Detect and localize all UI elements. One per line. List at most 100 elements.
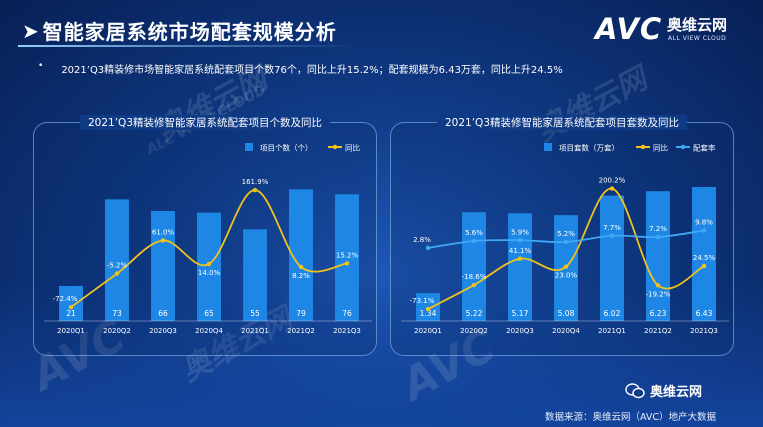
series-point-1 — [701, 228, 707, 233]
legend-marker-1 — [332, 144, 338, 150]
x-tick-label: 2020Q4 — [552, 327, 580, 335]
series-point-1 — [517, 238, 523, 243]
bar-value-label: 1.34 — [420, 309, 437, 318]
bar-value-label: 79 — [296, 309, 306, 318]
bar-value-label: 6.43 — [696, 309, 713, 318]
bar-value-label: 5.22 — [466, 309, 483, 318]
legend-label-0: 项目个数（个） — [260, 143, 313, 153]
bar-value-label: 6.02 — [604, 309, 621, 318]
x-tick-label: 2021Q2 — [287, 327, 315, 335]
series-value-label: -19.2% — [646, 290, 671, 298]
series-point-0 — [425, 306, 431, 312]
series-value-label: 161.9% — [242, 178, 269, 186]
chart-title-projects: 2021’Q3精装修智能家居系统配套项目个数及同比 — [79, 115, 331, 130]
chart-projects: 项目个数（个） 同比 21 73 66 65 55 79 76 2020Q1 2020Q2 2020Q… — [44, 143, 372, 335]
series-point-0 — [655, 283, 661, 288]
series-value-label: -73.1% — [410, 297, 435, 305]
bar-value-label: 5.08 — [558, 309, 575, 318]
bar-2021Q2 — [289, 189, 313, 321]
chart-panel-projects: 2021’Q3精装修智能家居系统配套项目个数及同比 项目个数（个） 同比 21 73 6… — [33, 115, 377, 356]
bar-2020Q1 — [59, 286, 83, 321]
series-point-0 — [344, 261, 350, 266]
bar-2020Q4 — [197, 212, 221, 321]
series-value-label: 5.9% — [511, 228, 529, 236]
series-point-1 — [655, 234, 661, 240]
bar-2021Q3 — [335, 194, 359, 321]
summary-bullet: • 2021’Q3精装修市场智能家居系统配套项目个数76个，同比上升15.2%；… — [38, 61, 563, 76]
series-value-label: -18.6% — [462, 273, 487, 281]
bar-2021Q1 — [243, 229, 267, 321]
x-tick-label: 2020Q2 — [460, 327, 488, 335]
x-tick-label: 2021Q2 — [644, 327, 672, 335]
series-point-0 — [701, 263, 707, 269]
bar-value-label: 5.17 — [512, 309, 529, 318]
legend-marker-2 — [680, 144, 686, 150]
series-value-label: 24.5% — [693, 254, 716, 262]
series-point-0 — [609, 186, 615, 191]
series-point-0 — [68, 305, 74, 310]
bar-2020Q3 — [151, 211, 175, 321]
x-tick-label: 2020Q3 — [506, 327, 534, 335]
series-point-0 — [160, 238, 166, 243]
bar-value-label: 65 — [204, 309, 214, 318]
bar-value-label: 21 — [66, 309, 76, 318]
bar-2020Q2 — [105, 199, 129, 321]
chart-title-units: 2021’Q3精装修智能家居系统配套项目套数及同比 — [436, 115, 688, 130]
x-tick-label: 2021Q1 — [598, 327, 626, 335]
title-underline — [18, 45, 358, 47]
legend-label-1: 同比 — [345, 143, 360, 153]
series-point-0 — [471, 282, 477, 288]
series-point-0 — [298, 264, 304, 270]
legend-label-0: 项目套数（万套） — [559, 143, 619, 153]
x-tick-label: 2020Q1 — [414, 327, 442, 335]
series-value-label: 15.2% — [336, 251, 359, 259]
series-value-label: 200.2% — [599, 177, 626, 185]
bar-value-label: 76 — [342, 309, 352, 318]
series-value-label: 61.0% — [152, 229, 175, 237]
series-value-label: 7.7% — [603, 224, 621, 232]
bar-value-label: 73 — [112, 309, 122, 318]
series-value-label: 5.2% — [557, 230, 575, 238]
legend-swatch-0 — [245, 143, 253, 151]
series-point-1 — [471, 238, 477, 244]
data-source: 数据来源：奥维云网（AVC）地产大数据 — [545, 412, 717, 423]
x-tick-label: 2020Q4 — [195, 327, 223, 335]
bar-value-label: 66 — [158, 309, 168, 318]
bullet-icon: • — [38, 61, 44, 71]
x-tick-label: 2020Q1 — [57, 327, 85, 335]
series-point-1 — [563, 239, 569, 245]
series-value-label: 23.0% — [555, 272, 578, 280]
series-point-0 — [252, 187, 258, 193]
x-tick-label: 2021Q3 — [690, 327, 718, 335]
logo-en-text: ALL VIEW CLOUD — [668, 35, 727, 42]
bar-2020Q2 — [462, 212, 486, 321]
x-tick-label: 2020Q2 — [103, 327, 131, 335]
chart-panel-units: 2021’Q3精装修智能家居系统配套项目套数及同比 项目套数（万套） 同比 配套率 1… — [390, 115, 734, 356]
series-value-label: 41.1% — [509, 247, 532, 255]
x-tick-label: 2021Q3 — [333, 327, 361, 335]
legend-marker-1 — [640, 144, 646, 150]
series-value-label: 2.8% — [413, 236, 431, 244]
series-value-label: -72.4% — [53, 295, 78, 303]
series-point-0 — [563, 264, 569, 269]
series-point-1 — [425, 245, 431, 251]
summary-text: 2021’Q3精装修市场智能家居系统配套项目个数76个，同比上升15.2%；配套… — [61, 65, 563, 76]
series-value-label: 8.2% — [292, 272, 310, 280]
legend-swatch-0 — [544, 143, 552, 151]
series-point-1 — [609, 233, 615, 238]
bar-2021Q1 — [600, 195, 624, 321]
series-value-label: 14.0% — [198, 269, 221, 277]
page-title: ➤ 智能家居系统市场配套规模分析 — [22, 16, 337, 45]
logo-cn-text: 奥维云网 — [667, 16, 728, 34]
legend-label-2: 配套率 — [693, 143, 716, 153]
series-value-label: 5.6% — [465, 229, 483, 237]
x-tick-label: 2021Q1 — [241, 327, 269, 335]
wechat-label: 奥维云网 — [650, 385, 703, 400]
bar-2021Q2 — [646, 191, 670, 321]
series-point-0 — [206, 261, 212, 267]
legend-label-1: 同比 — [653, 143, 668, 153]
x-tick-label: 2020Q3 — [149, 327, 177, 335]
wechat-badge: 奥维云网 — [625, 381, 702, 400]
title-arrow-icon: ➤ — [22, 18, 39, 43]
series-value-label: 9.8% — [695, 219, 713, 227]
